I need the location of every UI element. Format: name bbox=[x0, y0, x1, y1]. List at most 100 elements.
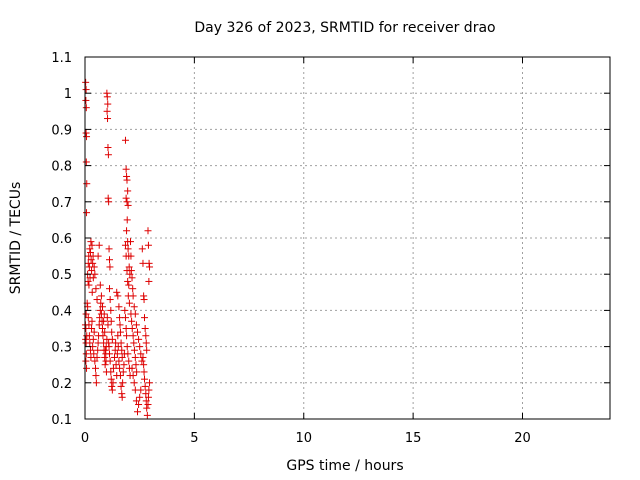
data-point bbox=[88, 241, 96, 249]
chart-title: Day 326 of 2023, SRMTID for receiver dra… bbox=[194, 20, 495, 36]
data-point bbox=[140, 296, 148, 304]
data-point bbox=[89, 259, 97, 267]
data-point bbox=[109, 379, 117, 387]
data-point bbox=[114, 343, 122, 351]
y-tick-labels: 0.1 0.2 0.3 0.4 0.5 0.6 0.7 0.8 0.9 1 1.1 bbox=[51, 51, 72, 428]
data-point bbox=[123, 198, 131, 206]
data-point bbox=[87, 238, 95, 246]
x-axis-label: GPS time / hours bbox=[286, 458, 403, 474]
y-tick-label: 0.1 bbox=[51, 413, 72, 428]
data-point bbox=[114, 332, 122, 340]
x-tick-label: 15 bbox=[405, 431, 422, 446]
data-point bbox=[99, 332, 107, 340]
data-point bbox=[88, 288, 96, 296]
data-point bbox=[116, 372, 124, 380]
data-point bbox=[130, 303, 138, 311]
data-point bbox=[83, 209, 91, 217]
data-point bbox=[123, 216, 131, 224]
data-point bbox=[130, 346, 138, 354]
data-point bbox=[143, 404, 151, 412]
data-point bbox=[101, 328, 109, 336]
data-point bbox=[119, 368, 127, 376]
data-point bbox=[105, 343, 113, 351]
data-point bbox=[106, 263, 114, 271]
data-point bbox=[93, 296, 101, 304]
data-point bbox=[123, 176, 131, 184]
data-point bbox=[85, 281, 93, 289]
data-point bbox=[106, 256, 113, 264]
data-point bbox=[105, 245, 113, 253]
data-point bbox=[89, 274, 97, 282]
data-point bbox=[114, 292, 122, 300]
data-point bbox=[116, 314, 124, 322]
data-point bbox=[91, 270, 99, 278]
data-point bbox=[144, 393, 152, 401]
data-point bbox=[119, 379, 127, 387]
data-point bbox=[123, 332, 131, 340]
data-point bbox=[100, 317, 108, 325]
data-point bbox=[131, 310, 139, 318]
data-point bbox=[92, 379, 100, 387]
data-point bbox=[131, 386, 139, 394]
data-point bbox=[107, 375, 115, 383]
data-point bbox=[83, 133, 91, 141]
y-axis-label: SRMTID / TECUs bbox=[8, 182, 24, 295]
data-point bbox=[138, 357, 146, 365]
data-point bbox=[104, 151, 112, 159]
data-point bbox=[117, 382, 125, 390]
data-point bbox=[135, 335, 143, 343]
data-point bbox=[133, 368, 141, 376]
data-point bbox=[86, 346, 94, 354]
data-point bbox=[129, 332, 137, 340]
data-point bbox=[85, 321, 93, 329]
x-tick-labels: 0 5 10 15 20 bbox=[81, 431, 531, 446]
data-point bbox=[111, 353, 119, 361]
y-tick-label: 0.4 bbox=[51, 304, 72, 319]
y-tick-label: 0.7 bbox=[51, 196, 72, 211]
grid bbox=[85, 57, 610, 419]
data-point bbox=[127, 238, 134, 246]
x-tick-label: 5 bbox=[190, 431, 198, 446]
data-point bbox=[123, 227, 131, 235]
data-point bbox=[105, 198, 113, 206]
y-tick-label: 1 bbox=[64, 87, 72, 102]
data-point bbox=[108, 386, 116, 394]
data-point bbox=[82, 86, 90, 94]
data-point bbox=[132, 361, 140, 369]
data-point bbox=[96, 314, 104, 322]
data-point bbox=[88, 317, 96, 325]
data-point bbox=[84, 277, 92, 285]
data-point bbox=[89, 335, 97, 343]
data-point bbox=[129, 285, 137, 293]
data-point bbox=[121, 241, 129, 249]
data-point bbox=[106, 350, 113, 358]
data-point bbox=[131, 353, 139, 361]
data-point bbox=[82, 96, 90, 104]
y-tick-label: 0.3 bbox=[51, 341, 72, 356]
data-point bbox=[115, 303, 123, 311]
data-point bbox=[107, 317, 115, 325]
y-tick-label: 1.1 bbox=[51, 51, 72, 66]
data-point bbox=[140, 361, 148, 369]
data-point bbox=[116, 321, 124, 329]
data-point bbox=[95, 241, 103, 249]
data-point bbox=[108, 335, 116, 343]
data-point bbox=[124, 277, 132, 285]
data-point bbox=[113, 288, 121, 296]
data-point bbox=[130, 339, 138, 347]
data-point bbox=[86, 248, 94, 256]
data-point bbox=[146, 379, 154, 387]
data-point bbox=[84, 314, 92, 322]
data-point bbox=[108, 328, 116, 336]
data-point bbox=[124, 201, 132, 209]
data-point bbox=[122, 325, 130, 332]
data-point bbox=[124, 245, 132, 253]
data-point bbox=[99, 303, 106, 311]
data-point bbox=[94, 252, 102, 260]
data-point bbox=[85, 332, 93, 340]
data-point bbox=[90, 328, 98, 336]
data-point bbox=[108, 382, 116, 390]
data-point bbox=[101, 346, 109, 354]
data-point bbox=[141, 382, 149, 390]
data-point bbox=[92, 364, 99, 372]
